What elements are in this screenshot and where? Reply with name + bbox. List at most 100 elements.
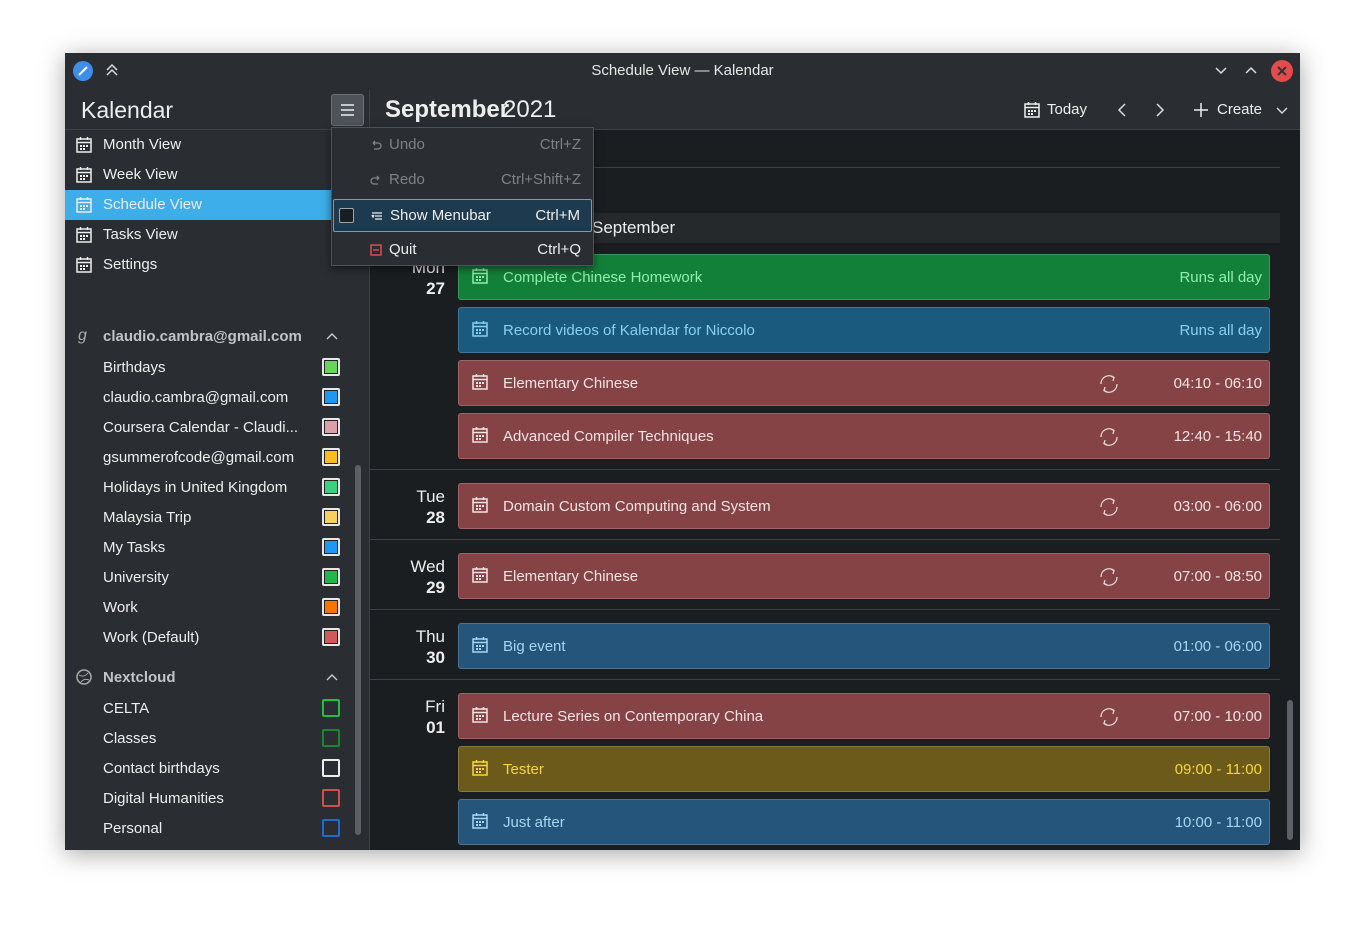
event-icon	[471, 706, 489, 729]
calendar-name[interactable]: University	[103, 569, 169, 586]
view-item[interactable]: Month View	[65, 130, 369, 160]
calendar-checkbox[interactable]	[322, 628, 340, 646]
calendar-name[interactable]: Contact birthdays	[103, 760, 220, 777]
event-card[interactable]: Big event 01:00 - 06:00	[458, 623, 1270, 669]
calendar-checkbox[interactable]	[322, 388, 340, 406]
calendar-name[interactable]: claudio.cambra@gmail.com	[103, 389, 289, 406]
calendar-checkbox[interactable]	[322, 508, 340, 526]
menu-icon	[370, 173, 382, 191]
menu-shortcut: Ctrl+Q	[537, 241, 581, 258]
calendar-name[interactable]: Work	[103, 599, 138, 616]
event-title: Lecture Series on Contemporary China	[503, 708, 764, 725]
calendar-checkbox[interactable]	[322, 418, 340, 436]
view-label: Schedule View	[103, 196, 202, 213]
account-icon	[76, 669, 92, 690]
recurring-icon	[1097, 372, 1121, 401]
event-time: 07:00 - 08:50	[1173, 568, 1262, 585]
calendar-checkbox[interactable]	[322, 759, 340, 777]
today-button[interactable]: Today	[1047, 101, 1088, 118]
calendar-name[interactable]: CELTA	[103, 700, 150, 717]
event-icon	[471, 566, 489, 589]
menu-checkbox[interactable]	[339, 208, 354, 223]
calendar-name[interactable]: Digital Humanities	[103, 790, 224, 807]
day-weekday: Fri	[425, 697, 445, 716]
event-time: 01:00 - 06:00	[1173, 638, 1262, 655]
event-icon	[471, 267, 489, 290]
day-date: 27	[426, 279, 445, 298]
menu-label: Show Menubar	[390, 207, 491, 224]
maximize-button	[1243, 62, 1259, 83]
event-icon	[471, 373, 489, 396]
sidebar-header-line	[65, 129, 369, 130]
view-icon	[75, 196, 93, 219]
event-card[interactable]: Record videos of Kalendar for Niccolo Run…	[458, 307, 1270, 353]
calendar-checkbox[interactable]	[322, 568, 340, 586]
event-time: Runs all day	[1179, 269, 1262, 286]
event-card[interactable]: Elementary Chinese 04:10 - 06:10	[458, 360, 1270, 406]
view-item[interactable]: Tasks View	[65, 220, 369, 250]
header-year: 2021	[503, 96, 557, 123]
main-scrollbar	[1287, 700, 1293, 840]
event-card[interactable]: Just after 10:00 - 11:00	[458, 799, 1270, 845]
day-date: 29	[426, 578, 445, 597]
account-icon: g	[78, 327, 87, 344]
menu-item[interactable]: Redo Ctrl+Shift+Z	[333, 164, 592, 197]
event-card[interactable]: Elementary Chinese 07:00 - 08:50	[458, 553, 1270, 599]
close-button	[1271, 60, 1293, 87]
calendar-checkbox[interactable]	[322, 699, 340, 717]
event-time: 10:00 - 11:00	[1174, 814, 1262, 831]
calendar-name[interactable]: Holidays in United Kingdom	[103, 479, 288, 496]
view-item[interactable]: Settings	[65, 250, 369, 280]
calendar-checkbox[interactable]	[322, 448, 340, 466]
minimize-button	[1213, 62, 1229, 83]
calendar-name[interactable]: Birthdays	[103, 359, 166, 376]
menu-item[interactable]: Quit Ctrl+Q	[333, 234, 592, 267]
event-time: 09:00 - 11:00	[1174, 761, 1262, 778]
calendar-checkbox[interactable]	[322, 819, 340, 837]
menu-icon	[371, 209, 383, 227]
calendar-checkbox[interactable]	[322, 729, 340, 747]
hamburger-button[interactable]	[331, 94, 364, 126]
event-icon	[471, 320, 489, 343]
event-card[interactable]: Tester 09:00 - 11:00	[458, 746, 1270, 792]
calendar-checkbox[interactable]	[322, 478, 340, 496]
calendar-checkbox[interactable]	[322, 598, 340, 616]
event-title: Record videos of Kalendar for Niccolo	[503, 322, 755, 339]
event-time: 03:00 - 06:00	[1173, 498, 1262, 515]
calendar-name[interactable]: Coursera Calendar - Claudi...	[103, 419, 299, 436]
calendar-name[interactable]: gsummerofcode@gmail.com	[103, 449, 295, 466]
event-card[interactable]: Lecture Series on Contemporary China 07:0…	[458, 693, 1270, 739]
day-separator	[370, 539, 1280, 540]
calendar-name[interactable]: Personal	[103, 820, 163, 837]
event-title: Complete Chinese Homework	[503, 269, 703, 286]
calendar-name[interactable]: My Tasks	[103, 539, 166, 556]
create-icon	[1193, 102, 1209, 123]
keep-above-button	[104, 62, 120, 83]
event-icon	[471, 496, 489, 519]
day-date: 28	[426, 508, 445, 527]
event-time: Runs all day	[1179, 322, 1262, 339]
menu-item[interactable]: Undo Ctrl+Z	[333, 129, 592, 162]
calendar-checkbox[interactable]	[322, 538, 340, 556]
sidebar-scrollbar	[355, 465, 361, 835]
view-label: Tasks View	[103, 226, 178, 243]
create-button[interactable]: Create	[1217, 101, 1263, 118]
calendar-name[interactable]: Work (Default)	[103, 629, 200, 646]
create-dropdown	[1275, 103, 1289, 122]
event-title: Elementary Chinese	[503, 375, 639, 392]
view-item[interactable]: Week View	[65, 160, 369, 190]
calendar-checkbox[interactable]	[322, 358, 340, 376]
event-card[interactable]: Advanced Compiler Techniques 12:40 - 15:4…	[458, 413, 1270, 459]
recurring-icon	[1097, 495, 1121, 524]
event-icon	[471, 636, 489, 659]
menu-item[interactable]: Show Menubar Ctrl+M	[333, 199, 592, 232]
next-button	[1152, 101, 1168, 124]
event-card[interactable]: Domain Custom Computing and System 03:00 …	[458, 483, 1270, 529]
calendar-checkbox[interactable]	[322, 789, 340, 807]
view-item[interactable]: Schedule View	[65, 190, 369, 220]
calendar-name[interactable]: Malaysia Trip	[103, 509, 192, 526]
menu-icon	[370, 138, 382, 156]
day-separator	[370, 469, 1280, 470]
calendar-name[interactable]: Classes	[103, 730, 157, 747]
